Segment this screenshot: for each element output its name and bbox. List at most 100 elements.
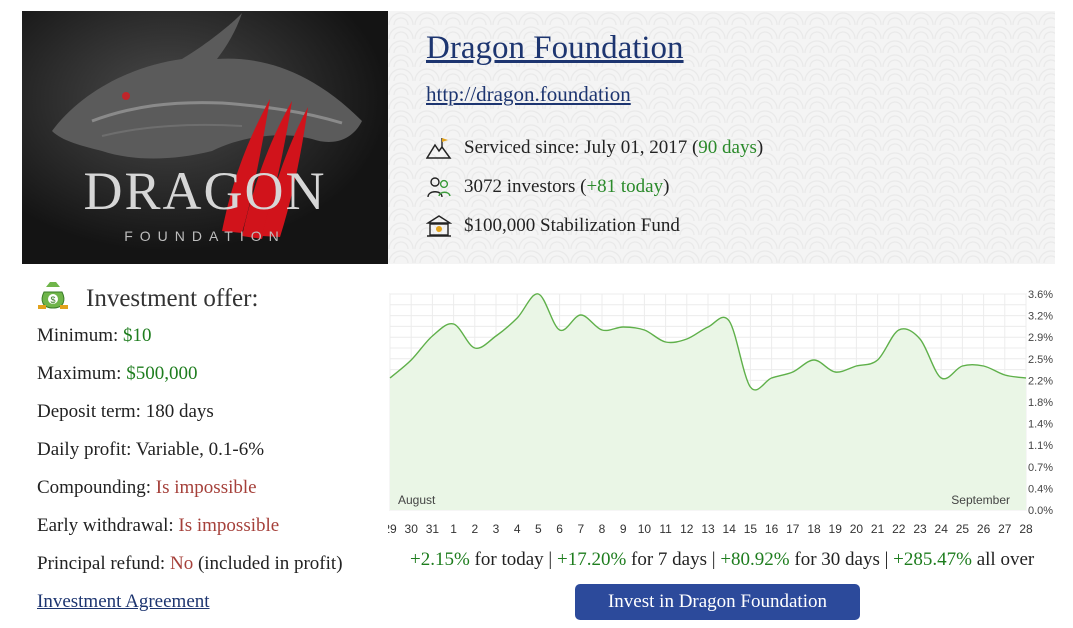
chart-x-tick-label: 8 <box>599 522 606 536</box>
chart-x-tick-label: 5 <box>535 522 542 536</box>
investors-close: ) <box>663 176 670 197</box>
chart-y-tick-label: 0.4% <box>1028 483 1053 495</box>
deposit-term-row: Deposit term: 180 days <box>37 401 214 422</box>
chart-x-tick-label: 6 <box>556 522 563 536</box>
fund-label: $100,000 Stabilization Fund <box>464 215 680 236</box>
chart-y-tick-label: 0.7% <box>1028 462 1053 474</box>
profit-chart: 0.0% 0.4% 0.7% 1.1% 1.4% 1.8% 2.2% 2.5% 2.9% 3.2%… <box>383 289 1068 545</box>
investors-label: 3072 investors ( <box>464 176 587 197</box>
chart-y-tick-label: 1.1% <box>1028 440 1053 452</box>
chart-x-tick-label: 12 <box>680 522 694 536</box>
serviced-since-row: Serviced since: July 01, 2017 (90 days) <box>425 136 764 160</box>
early-withdrawal-label: Early withdrawal: <box>37 515 174 536</box>
chart-y-tick-label: 1.8% <box>1028 397 1053 409</box>
chart-y-tick-label: 2.9% <box>1028 332 1053 344</box>
stat-week-value: +17.20% <box>556 549 627 570</box>
stat-today-value: +2.15% <box>410 549 470 570</box>
header-panel <box>388 11 1055 264</box>
site-url-link[interactable]: http://dragon.foundation <box>426 82 631 106</box>
maximum-value: $500,000 <box>126 363 198 384</box>
stat-month-label: for 30 days <box>794 549 880 570</box>
serviced-label: Serviced since: July 01, 2017 ( <box>464 137 699 158</box>
maximum-row: Maximum: $500,000 <box>37 363 197 385</box>
chart-x-tick-label: 18 <box>807 522 821 536</box>
bank-icon <box>425 214 453 238</box>
chart-x-tick-label: 10 <box>638 522 652 536</box>
page-title[interactable]: Dragon Foundation <box>426 30 684 66</box>
chart-x-tick-label: 7 <box>577 522 584 536</box>
early-withdrawal-row: Early withdrawal: Is impossible <box>37 515 279 537</box>
investors-icon <box>426 175 452 199</box>
compounding-label: Compounding: <box>37 477 152 498</box>
chart-x-tick-label: 22 <box>892 522 906 536</box>
chart-x-tick-label: 15 <box>744 522 758 536</box>
chart-x-tick-label: 26 <box>977 522 991 536</box>
chart-x-tick-label: 23 <box>913 522 927 536</box>
serviced-close: ) <box>756 137 764 158</box>
chart-area-fill <box>390 293 1026 510</box>
chart-month-label: August <box>398 493 436 507</box>
chart-x-tick-label: 14 <box>723 522 737 536</box>
principal-refund-row: Principal refund: No (included in profit… <box>37 553 343 575</box>
stat-sep-1: | <box>548 549 553 570</box>
offer-heading: $ Investment offer: <box>36 278 258 319</box>
chart-y-tick-label: 3.6% <box>1028 290 1053 301</box>
compounding-row: Compounding: Is impossible <box>37 477 257 499</box>
dragon-logo: DRAGON FOUNDATION <box>22 11 388 264</box>
chart-x-tick-label: 4 <box>514 522 521 536</box>
mountain-flag-icon <box>425 136 452 160</box>
svg-text:$: $ <box>50 295 55 305</box>
invest-button[interactable]: Invest in Dragon Foundation <box>575 584 860 620</box>
chart-y-tick-label: 1.4% <box>1028 419 1053 431</box>
chart-y-tick-label: 2.2% <box>1028 375 1053 387</box>
offer-title: Investment offer: <box>86 284 259 312</box>
minimum-label: Minimum: <box>37 325 119 346</box>
chart-x-tick-label: 27 <box>998 522 1012 536</box>
chart-x-tick-label: 29 <box>388 522 397 536</box>
stat-all-value: +285.47% <box>893 549 972 570</box>
compounding-value: Is impossible <box>155 477 257 498</box>
chart-x-tick-label: 11 <box>659 522 672 536</box>
chart-series-line <box>389 293 1027 391</box>
chart-x-tick-label: 13 <box>701 522 715 536</box>
chart-x-tick-label: 24 <box>935 522 949 536</box>
minimum-value: $10 <box>123 325 152 346</box>
chart-x-tick-label: 2 <box>471 522 478 536</box>
chart-x-tick-label: 9 <box>620 522 627 536</box>
chart-x-tick-label: 25 <box>956 522 970 536</box>
chart-x-tick-label: 30 <box>405 522 419 536</box>
stat-today-label: for today <box>474 549 544 570</box>
stat-all-label: all over <box>976 549 1035 570</box>
principal-refund-note: (included in profit) <box>197 553 343 574</box>
profit-stats: +2.15% for today | +17.20% for 7 days | … <box>410 549 1034 571</box>
chart-x-tick-label: 3 <box>493 522 500 536</box>
chart-y-tick-label: 2.5% <box>1028 354 1053 366</box>
chart-x-tick-label: 31 <box>426 522 440 536</box>
money-bag-icon: $ <box>36 278 70 319</box>
chart-x-tick-label: 28 <box>1019 522 1033 536</box>
chart-x-tick-label: 19 <box>829 522 843 536</box>
chart-y-tick-label: 3.2% <box>1028 311 1053 323</box>
principal-refund-value: No <box>169 553 194 574</box>
stat-sep-2: | <box>711 549 716 570</box>
maximum-label: Maximum: <box>37 363 122 384</box>
chart-x-tick-label: 1 <box>450 522 457 536</box>
logo-word: DRAGON <box>83 161 326 221</box>
chart-x-tick-label: 17 <box>786 522 800 536</box>
minimum-row: Minimum: $10 <box>37 325 152 347</box>
investment-agreement-link[interactable]: Investment Agreement <box>37 591 210 612</box>
chart-month-label: September <box>951 493 1010 507</box>
investors-row: 3072 investors (+81 today) <box>426 175 669 199</box>
chart-x-tick-label: 16 <box>765 522 779 536</box>
principal-refund-label: Principal refund: <box>37 553 166 574</box>
stat-month-value: +80.92% <box>720 549 790 570</box>
investors-today: +81 today <box>586 176 664 197</box>
chart-x-tick-label: 21 <box>871 522 885 536</box>
fund-row: $100,000 Stabilization Fund <box>425 214 680 238</box>
daily-profit-row: Daily profit: Variable, 0.1-6% <box>37 439 265 460</box>
stat-week-label: for 7 days <box>631 549 708 570</box>
stat-sep-3: | <box>884 549 889 570</box>
chart-y-tick-label: 0.0% <box>1028 505 1053 517</box>
early-withdrawal-value: Is impossible <box>178 515 280 536</box>
logo-subtitle: FOUNDATION <box>124 228 286 244</box>
